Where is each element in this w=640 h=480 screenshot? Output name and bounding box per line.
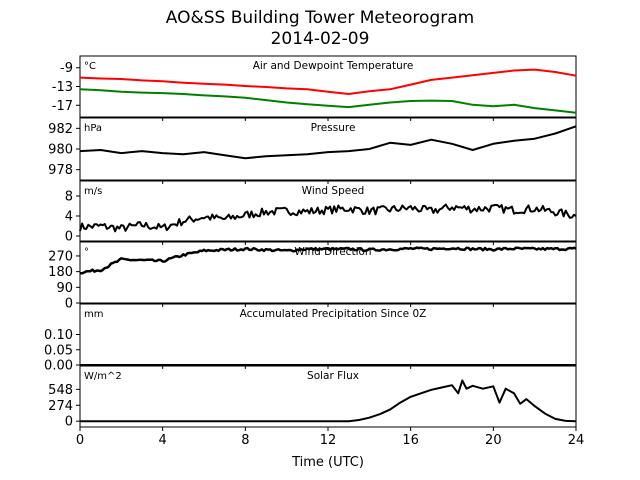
wind-direction-panel-title: Wind Direction [294,246,371,258]
pressure-ytick-label: 980 [48,143,73,158]
solar-flux-panel-title: Solar Flux [307,370,359,382]
wind-speed-ytick-label: 8 [65,190,73,205]
precipitation-ytick-label: 0.05 [44,343,73,358]
solar-flux-series-line-0 [80,379,577,423]
solar-flux-ytick-label: 274 [48,399,73,414]
xtick-label: 0 [76,433,84,448]
wind-speed-ytick-label: 4 [65,210,73,225]
xtick-label: 20 [485,433,502,448]
temperature-ytick-label: -9 [60,61,73,76]
pressure-panel-title: Pressure [311,122,356,134]
wind-speed-panel-title: Wind Speed [302,185,365,197]
wind-speed-units-label: m/s [84,186,102,197]
wind-speed-ytick-label: 0 [65,230,73,245]
precipitation-units-label: mm [84,309,103,320]
precipitation-ytick-label: 0.00 [44,359,73,374]
chart-title: AO&SS Building Tower Meteorogram [165,8,475,28]
solar-flux-ytick-label: 0 [65,415,73,430]
temperature-ytick-label: -17 [52,99,73,114]
temperature-panel-title: Air and Dewpoint Temperature [253,60,414,72]
chart-subtitle: 2014-02-09 [270,29,370,49]
wind-direction-ytick-label: 270 [48,249,73,264]
pressure-ytick-label: 982 [48,122,73,137]
precipitation-ytick-label: 0.10 [44,328,73,343]
xtick-label: 4 [159,433,167,448]
precipitation-panel-title: Accumulated Precipitation Since 0Z [240,308,427,320]
temperature-ytick-label: -13 [52,80,73,95]
x-axis-label: Time (UTC) [291,455,364,470]
temperature-series-line-1 [79,88,577,114]
wind-direction-ytick-label: 180 [48,265,73,280]
temperature-series-line-0 [79,68,577,95]
pressure-units-label: hPa [84,123,102,134]
xtick-label: 24 [568,433,585,448]
wind-direction-series-line-0 [80,246,577,275]
pressure-ytick-label: 978 [48,163,73,178]
solar-flux-ytick-label: 548 [48,383,73,398]
xtick-label: 16 [402,433,419,448]
solar-flux-units-label: W/m^2 [84,371,122,382]
xtick-label: 8 [241,433,249,448]
wind-direction-ytick-label: 90 [56,281,73,296]
wind-direction-ytick-label: 0 [65,297,73,312]
temperature-units-label: °C [84,61,96,72]
pressure-series-line-0 [79,125,577,160]
wind-speed-series-line-0 [79,203,577,233]
xtick-label: 12 [320,433,337,448]
wind-direction-units-label: ° [84,247,89,258]
